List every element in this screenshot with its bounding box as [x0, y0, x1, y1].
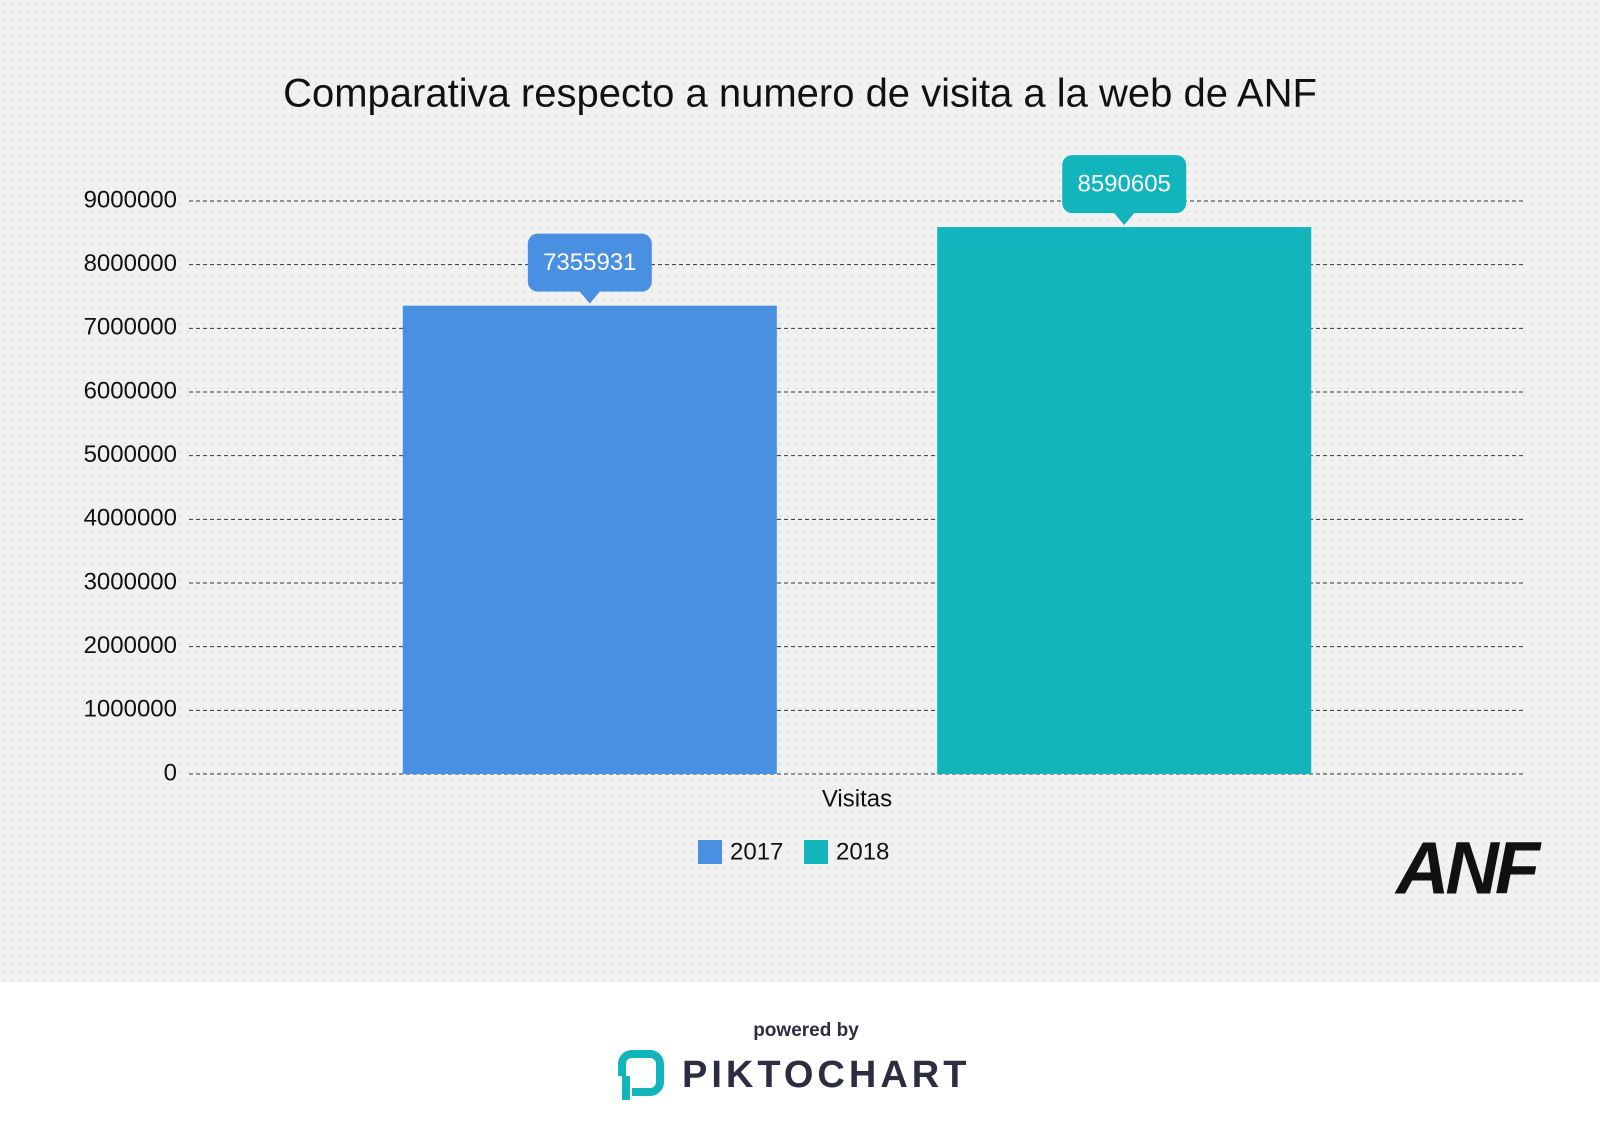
legend-swatch	[698, 840, 722, 864]
y-tick-label: 4000000	[84, 505, 177, 532]
value-label-box	[1062, 155, 1187, 226]
value-label: 8590605	[1077, 170, 1170, 197]
y-tick-label: 2000000	[84, 632, 177, 659]
logo: ANF	[1394, 827, 1542, 910]
y-tick-label: 3000000	[84, 568, 177, 595]
legend-label: 2018	[836, 838, 889, 865]
y-tick-label: 0	[164, 759, 177, 786]
brand-icon	[618, 1050, 664, 1100]
y-tick-label: 5000000	[84, 441, 177, 468]
y-tick-label: 8000000	[84, 250, 177, 277]
y-tick-label: 9000000	[84, 186, 177, 213]
value-label: 7355931	[543, 249, 636, 276]
brand: PIKTOCHART	[682, 1054, 970, 1096]
legend-label: 2017	[730, 838, 783, 865]
chart-title: Comparativa respecto a numero de visita …	[283, 72, 1317, 116]
x-tick-label: Visitas	[822, 785, 892, 812]
chart-background	[0, 0, 1600, 982]
footer-background	[0, 982, 1600, 1142]
bar	[937, 227, 1312, 774]
legend-swatch	[804, 840, 828, 864]
powered-by: powered by	[753, 1020, 859, 1041]
y-tick-label: 7000000	[84, 314, 177, 341]
value-label-box	[527, 233, 652, 304]
bar	[402, 305, 777, 774]
y-tick-label: 1000000	[84, 696, 177, 723]
y-tick-label: 6000000	[84, 377, 177, 404]
